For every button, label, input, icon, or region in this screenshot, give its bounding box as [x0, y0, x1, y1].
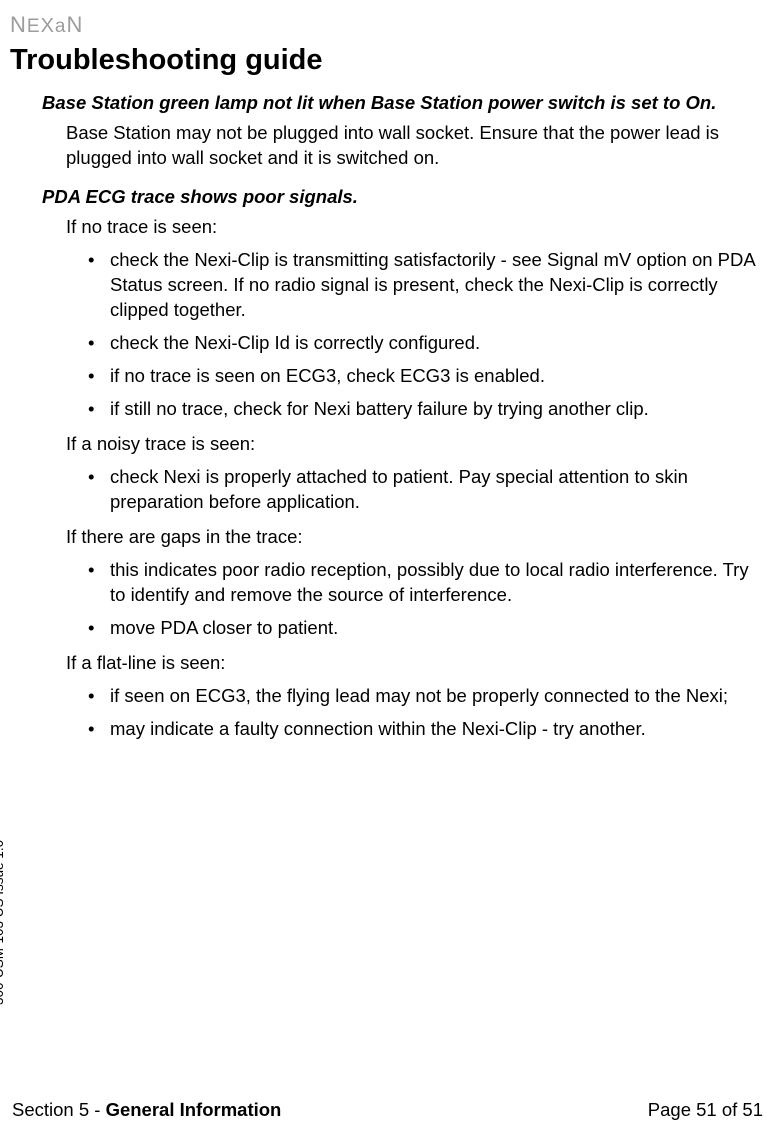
problem-2-group4-list: if seen on ECG3, the flying lead may not…	[88, 684, 763, 742]
problem-2-group1-intro: If no trace is seen:	[66, 215, 763, 240]
problem-1-title: Base Station green lamp not lit when Bas…	[42, 91, 763, 115]
list-item: check the Nexi-Clip Id is correctly conf…	[88, 331, 763, 356]
footer-page-number: Page 51 of 51	[648, 1099, 763, 1121]
problem-1-explanation: Base Station may not be plugged into wal…	[66, 121, 763, 171]
document-id: 300-USM-103 US Issue 1.0	[0, 840, 6, 1005]
problem-2-group2-intro: If a noisy trace is seen:	[66, 432, 763, 457]
problem-2-group1-list: check the Nexi-Clip is transmitting sati…	[88, 248, 763, 422]
problem-2-group3-list: this indicates poor radio reception, pos…	[88, 558, 763, 641]
footer-section: Section 5 - General Information	[12, 1099, 281, 1121]
list-item: if no trace is seen on ECG3, check ECG3 …	[88, 364, 763, 389]
page-title: Troubleshooting guide	[10, 44, 763, 77]
footer-section-prefix: Section 5 -	[12, 1099, 106, 1120]
list-item: check the Nexi-Clip is transmitting sati…	[88, 248, 763, 323]
brand-logo: NEXaN	[10, 12, 763, 38]
list-item: if seen on ECG3, the flying lead may not…	[88, 684, 763, 709]
problem-2-group2-list: check Nexi is properly attached to patie…	[88, 465, 763, 515]
list-item: check Nexi is properly attached to patie…	[88, 465, 763, 515]
page-footer: Section 5 - General Information Page 51 …	[12, 1099, 763, 1121]
problem-2-group3-intro: If there are gaps in the trace:	[66, 525, 763, 550]
problem-2-group4-intro: If a flat-line is seen:	[66, 651, 763, 676]
list-item: move PDA closer to patient.	[88, 616, 763, 641]
list-item: this indicates poor radio reception, pos…	[88, 558, 763, 608]
footer-section-name: General Information	[106, 1099, 282, 1120]
list-item: if still no trace, check for Nexi batter…	[88, 397, 763, 422]
problem-2-title: PDA ECG trace shows poor signals.	[42, 185, 763, 209]
list-item: may indicate a faulty connection within …	[88, 717, 763, 742]
